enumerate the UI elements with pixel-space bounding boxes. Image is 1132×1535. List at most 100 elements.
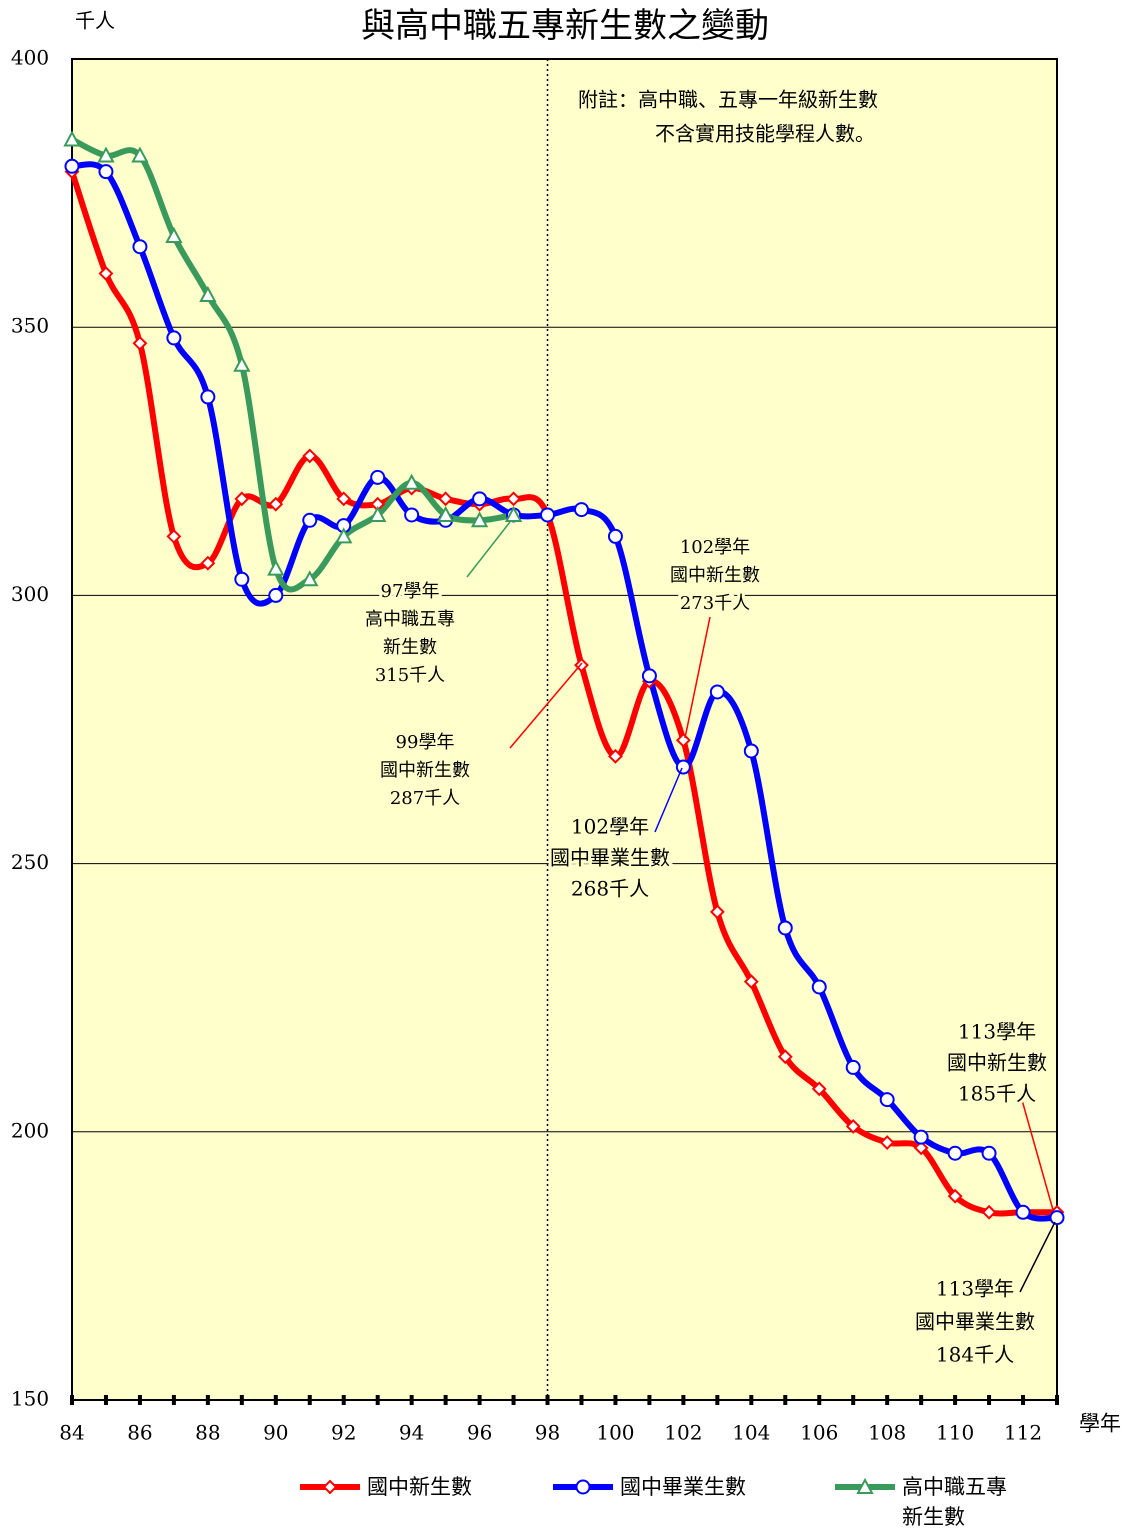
marker	[166, 330, 182, 346]
annotation-text: 273千人	[680, 593, 750, 614]
marker	[131, 146, 149, 163]
x-tick-label: 92	[331, 1421, 356, 1445]
legend-marker	[575, 1479, 591, 1495]
marker	[845, 1059, 861, 1075]
note: 不含實用技能學程人數。	[655, 122, 875, 146]
marker	[234, 491, 250, 507]
marker	[335, 527, 353, 544]
x-axis-label: 學年	[1079, 1412, 1121, 1436]
marker	[573, 502, 589, 518]
marker	[709, 684, 725, 700]
chart-title: 與高中職五專新生數之變動	[361, 6, 769, 46]
marker	[777, 920, 793, 936]
annotation-leader	[654, 767, 683, 833]
annotation-text: 113學年	[958, 1020, 1036, 1044]
marker	[132, 335, 148, 351]
marker	[811, 979, 827, 995]
marker	[845, 1119, 861, 1134]
marker	[98, 164, 114, 180]
marker	[336, 491, 352, 507]
marker	[777, 1049, 793, 1065]
marker	[302, 448, 318, 464]
annotation-leader	[1021, 1099, 1054, 1211]
marker	[166, 528, 182, 544]
annotation-text: 102學年	[571, 815, 649, 839]
y-tick-label: 150	[11, 1387, 49, 1411]
marker	[370, 469, 386, 485]
marker	[199, 285, 217, 303]
marker	[1015, 1204, 1031, 1220]
marker	[743, 743, 759, 759]
marker	[302, 512, 318, 528]
x-tick-label: 108	[868, 1421, 906, 1445]
annotation-text: 新生數	[383, 637, 437, 658]
x-tick-label: 84	[59, 1421, 84, 1445]
note: 附註：高中職、五專一年級新生數	[578, 88, 878, 112]
marker	[268, 587, 284, 603]
marker	[64, 158, 80, 174]
y-axis-label: 千人	[75, 9, 115, 33]
y-tick-label: 350	[11, 314, 49, 338]
annotation-text: 國中新生數	[947, 1051, 1047, 1075]
legend-label: 國中畢業生數	[620, 1475, 746, 1499]
plot-area	[72, 59, 1057, 1400]
annotation-text: 國中畢業生數	[915, 1310, 1035, 1334]
annotation-text: 113學年	[936, 1277, 1014, 1301]
legend-marker	[322, 1479, 338, 1495]
marker	[165, 226, 183, 244]
x-tick-label: 104	[732, 1421, 770, 1445]
marker	[506, 491, 521, 507]
marker	[268, 496, 284, 512]
x-tick-label: 90	[263, 1421, 288, 1445]
annotation-text: 國中畢業生數	[550, 846, 670, 870]
marker	[369, 505, 387, 522]
marker	[675, 732, 691, 748]
y-tick-label: 400	[11, 46, 49, 70]
marker	[913, 1140, 929, 1156]
annotation-text: 97學年	[381, 581, 440, 602]
x-tick-label: 86	[127, 1421, 152, 1445]
marker	[608, 748, 623, 764]
marker	[540, 507, 556, 523]
legend-label: 高中職五專新生數	[902, 1475, 1007, 1529]
marker	[947, 1188, 963, 1204]
marker	[981, 1145, 997, 1161]
marker	[913, 1129, 929, 1145]
x-tick-label: 106	[800, 1421, 838, 1445]
marker	[267, 559, 285, 576]
x-tick-label: 110	[936, 1421, 974, 1445]
annotation-text: 國中新生數	[380, 760, 470, 781]
marker	[233, 355, 251, 372]
annotation-text: 315千人	[375, 665, 445, 686]
marker	[879, 1092, 895, 1108]
marker	[97, 146, 115, 163]
marker	[504, 505, 523, 522]
marker	[63, 130, 81, 147]
annotation-text: 287千人	[390, 788, 460, 809]
x-tick-label: 98	[535, 1421, 560, 1445]
legend-label: 國中新生數	[367, 1475, 472, 1499]
x-tick-label: 102	[664, 1421, 702, 1445]
x-tick-label: 112	[1004, 1421, 1042, 1445]
marker	[981, 1204, 997, 1220]
annotation-leader	[1019, 1221, 1056, 1293]
x-tick-label: 100	[596, 1421, 634, 1445]
plot-border	[71, 58, 1058, 1401]
marker	[879, 1135, 895, 1150]
marker	[200, 555, 216, 571]
annotation-text: 102學年	[680, 537, 750, 558]
annotation-text: 185千人	[958, 1082, 1036, 1106]
annotation-leader	[509, 662, 583, 749]
y-tick-label: 300	[11, 582, 49, 606]
annotation-text: 184千人	[936, 1343, 1014, 1367]
y-tick-label: 250	[11, 850, 49, 874]
marker	[947, 1145, 963, 1161]
x-tick-label: 94	[399, 1421, 424, 1445]
marker	[811, 1081, 827, 1097]
marker	[709, 904, 725, 920]
marker	[200, 389, 216, 405]
annotation-text: 國中新生數	[670, 565, 760, 586]
marker	[301, 570, 319, 587]
annotation-text: 268千人	[571, 877, 649, 901]
